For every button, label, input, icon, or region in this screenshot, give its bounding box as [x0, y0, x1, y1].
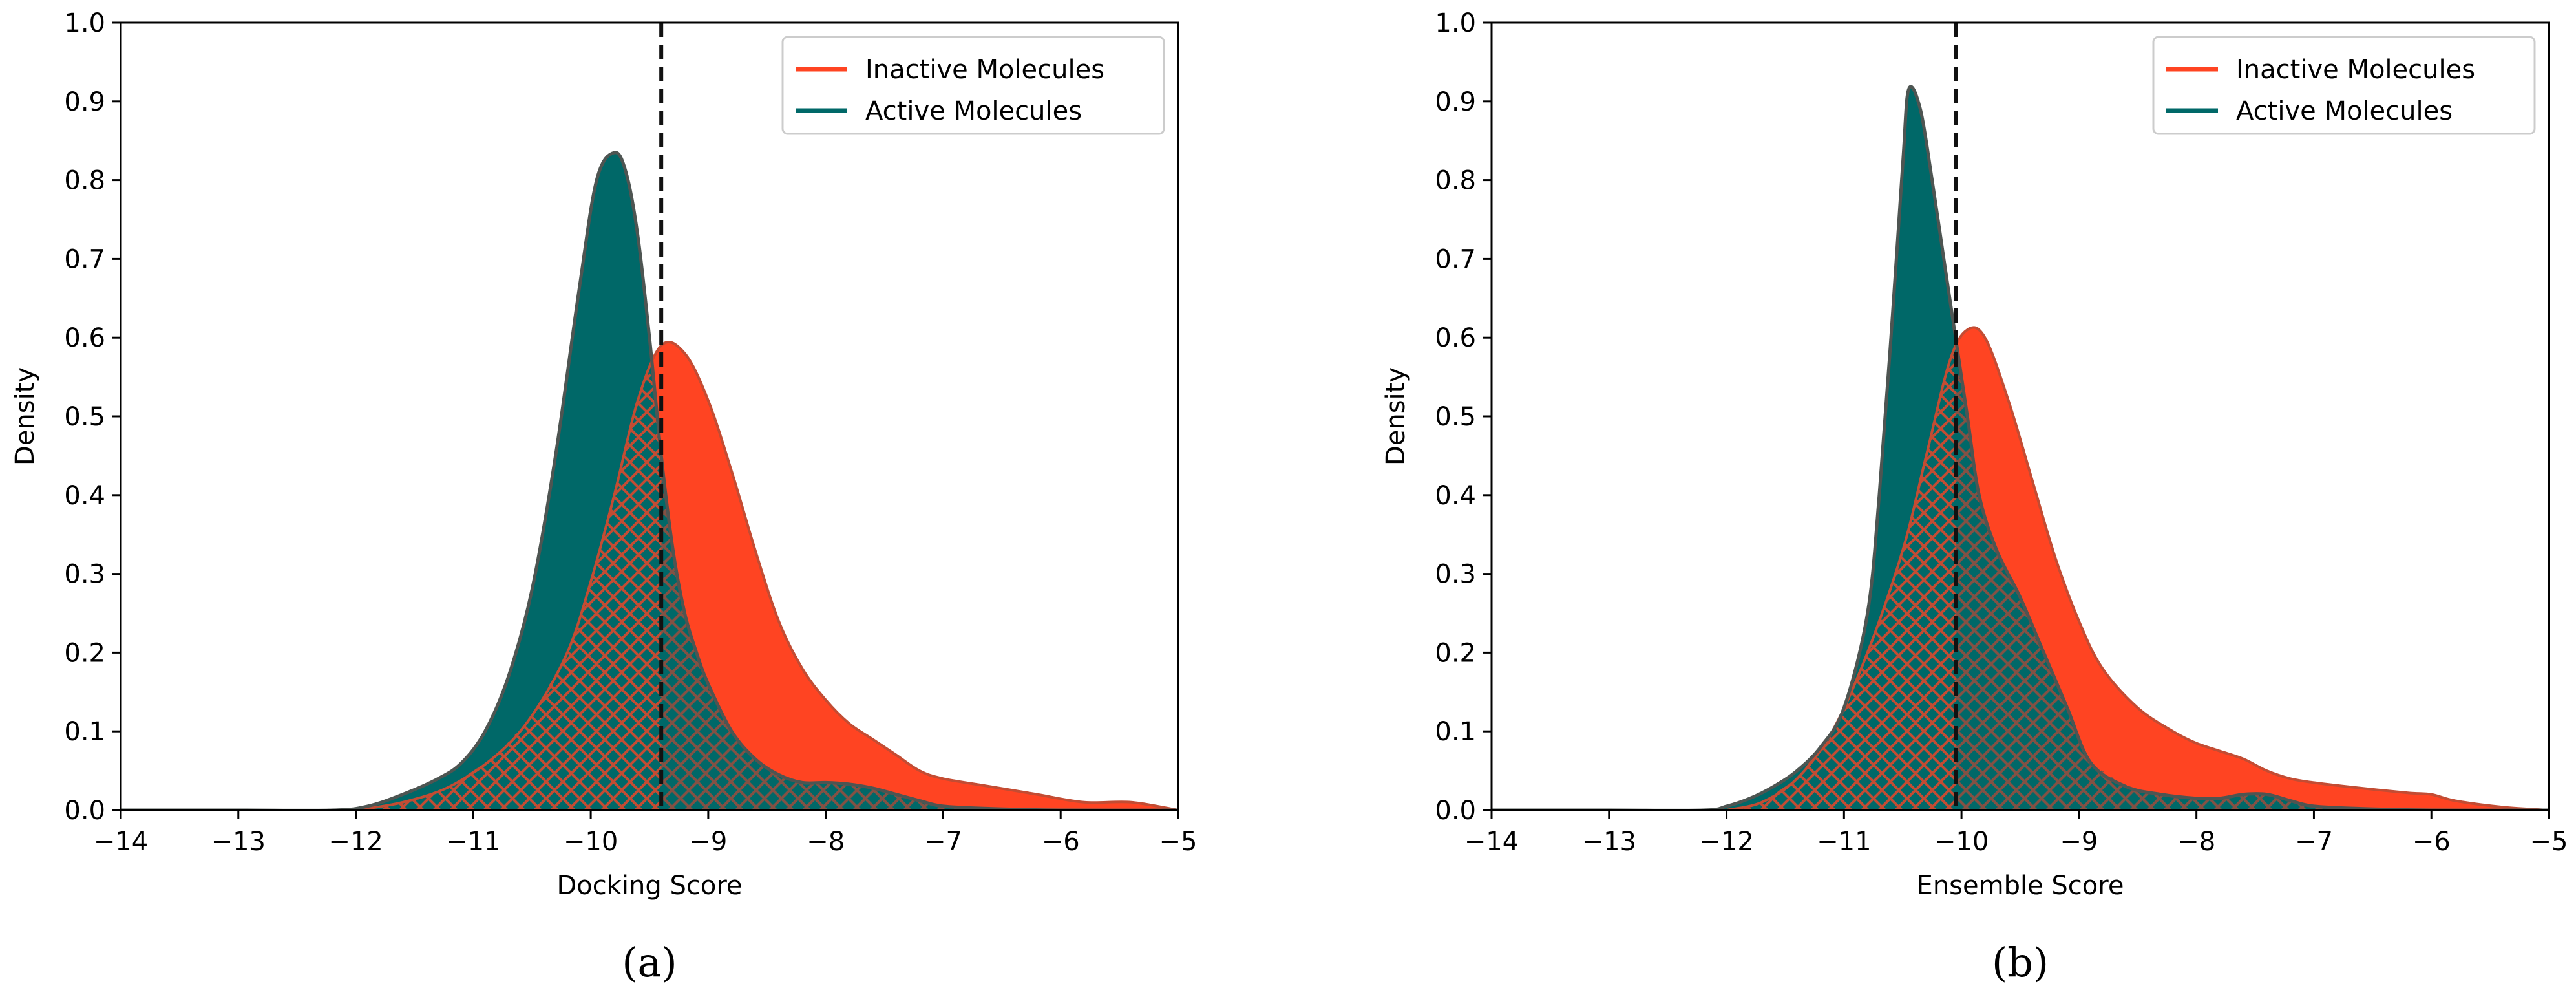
legend-label-active: Active Molecules	[2236, 96, 2453, 126]
y-tick-label: 0.6	[64, 323, 105, 353]
overlap-hatch-area	[1726, 350, 2549, 810]
y-tick-label: 0.9	[64, 87, 105, 117]
x-tick-label: −5	[2530, 827, 2568, 857]
x-tick-label: −11	[1817, 827, 1871, 857]
inactive-outline-line	[355, 341, 1178, 810]
y-tick-label: 0.5	[64, 402, 105, 432]
y-tick-label: 0.0	[64, 796, 105, 826]
x-axis-ticks: −14 −13 −12 −11 −10 −9 −8 −7 −6 −5	[1464, 810, 2568, 857]
x-tick-label: −12	[328, 827, 383, 857]
legend-label-active: Active Molecules	[865, 96, 1082, 126]
x-axis-label: Ensemble Score	[1917, 871, 2124, 901]
y-axis-label: Density	[1381, 367, 1411, 466]
x-tick-label: −8	[2177, 827, 2215, 857]
y-tick-label: 0.3	[64, 560, 105, 590]
x-tick-label: −7	[924, 827, 962, 857]
y-tick-label: 0.2	[64, 638, 105, 668]
inactive-outline-line	[1726, 326, 2549, 810]
y-tick-label: 0.9	[1435, 87, 1476, 117]
chart-panel-b: −14 −13 −12 −11 −10 −9 −8 −7 −6 −5 0.00.10.20.30.…	[1381, 8, 2568, 986]
y-tick-label: 0.8	[64, 166, 105, 196]
y-tick-label: 0.1	[1435, 717, 1476, 747]
x-axis-label: Docking Score	[556, 871, 742, 901]
x-tick-label: −13	[1582, 827, 1636, 857]
y-tick-label: 1.0	[1435, 8, 1476, 38]
y-tick-label: 0.1	[64, 717, 105, 747]
x-tick-label: −9	[689, 827, 727, 857]
y-tick-label: 0.7	[64, 244, 105, 274]
x-tick-label: −5	[1159, 827, 1198, 857]
x-tick-label: −13	[211, 827, 266, 857]
y-tick-label: 0.6	[1435, 323, 1476, 353]
y-tick-label: 0.2	[1435, 638, 1476, 668]
panel-caption: (b)	[1992, 939, 2049, 986]
legend-label-inactive: Inactive Molecules	[865, 55, 1104, 85]
overlap-hatch-area	[355, 372, 1178, 810]
y-tick-label: 0.4	[1435, 481, 1476, 511]
x-tick-label: −7	[2295, 827, 2333, 857]
x-tick-label: −6	[2412, 827, 2451, 857]
y-axis-ticks: 0.0 0.1 0.2 0.3 0.4 0.5 0.6 0.7 0.8 0.9 1.0	[64, 8, 121, 826]
legend: Inactive Molecules Active Molecules	[2152, 36, 2536, 135]
x-tick-label: −12	[1699, 827, 1753, 857]
chart-panel-a: −14 −13 −12 −11 −10 −9 −8 −7 −6 −5 0.00.10.20.30.…	[10, 8, 1197, 986]
legend-box	[2152, 36, 2536, 135]
active-tail-hatch-area	[661, 455, 1178, 810]
legend-box	[781, 36, 1165, 135]
x-tick-label: −9	[2060, 827, 2098, 857]
legend: Inactive Molecules Active Molecules	[781, 36, 1165, 135]
y-tick-label: 0.8	[1435, 166, 1476, 196]
x-tick-label: −10	[564, 827, 618, 857]
y-tick-label: 0.3	[1435, 560, 1476, 590]
panel-caption: (a)	[622, 939, 677, 986]
y-axis-label: Density	[10, 367, 40, 466]
x-axis-ticks: −14 −13 −12 −11 −10 −9 −8 −7 −6 −5	[94, 810, 1198, 857]
y-tick-label: 1.0	[64, 8, 105, 38]
y-tick-label: 0.0	[1435, 796, 1476, 826]
x-tick-label: −14	[94, 827, 148, 857]
y-tick-label: 0.4	[64, 481, 105, 511]
legend-label-inactive: Inactive Molecules	[2236, 55, 2475, 85]
y-tick-label: 0.7	[1435, 244, 1476, 274]
active-outline-line	[121, 151, 1178, 810]
active-tail-hatch-area	[1956, 350, 2549, 810]
active-outline-line	[1492, 85, 2549, 810]
x-tick-label: −11	[446, 827, 500, 857]
x-tick-label: −10	[1934, 827, 1989, 857]
x-tick-label: −6	[1042, 827, 1080, 857]
x-tick-label: −14	[1464, 827, 1519, 857]
y-tick-label: 0.5	[1435, 402, 1476, 432]
x-tick-label: −8	[807, 827, 845, 857]
y-axis-ticks: 0.0 0.1 0.2 0.3 0.4 0.5 0.6 0.7 0.8 0.9 1.0	[1435, 8, 1492, 826]
